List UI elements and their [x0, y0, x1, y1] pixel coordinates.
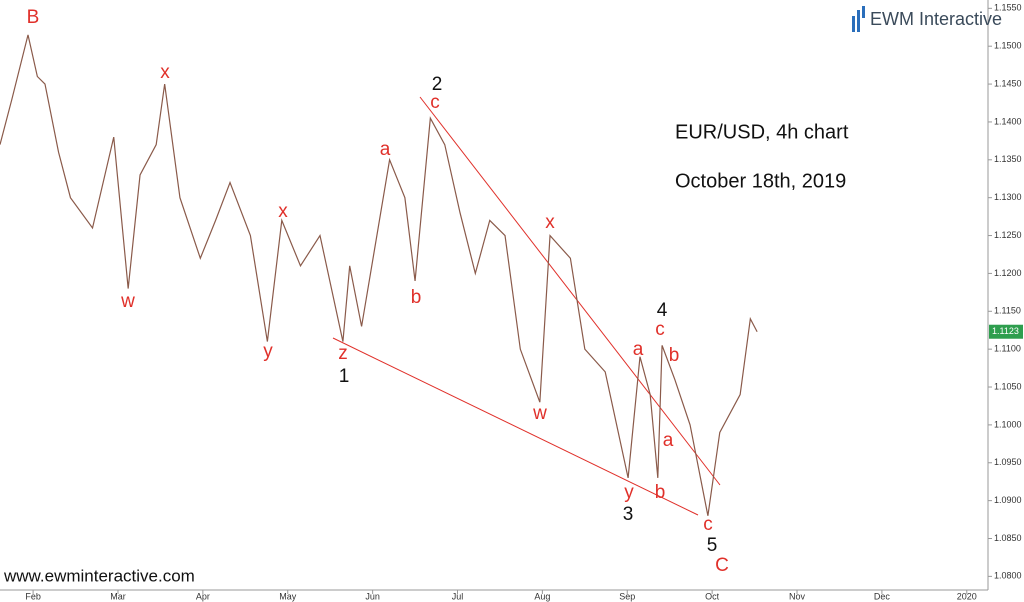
wave-label: z	[338, 343, 348, 364]
x-tick-label: 2020	[957, 591, 977, 601]
wave-label: a	[633, 339, 644, 360]
y-tick-label: 1.1100	[994, 344, 1021, 354]
price-line	[0, 34, 758, 516]
wave-label: x	[545, 212, 555, 233]
y-tick-label: 1.1200	[994, 268, 1022, 278]
y-tick-label: 1.1150	[994, 306, 1021, 316]
wave-label: a	[380, 139, 391, 160]
wave-label: w	[532, 403, 547, 424]
wave-label: 5	[707, 535, 718, 556]
y-tick-label: 1.0900	[994, 495, 1022, 505]
x-tick-label: Feb	[25, 591, 41, 601]
x-tick-label: Jul	[452, 591, 464, 601]
wave-label: C	[715, 555, 729, 576]
x-tick-label: Oct	[705, 591, 720, 601]
last-price-box	[989, 324, 1023, 339]
x-tick-label: Mar	[110, 591, 126, 601]
x-tick-label: May	[279, 591, 297, 601]
wave-label: a	[663, 430, 674, 451]
logo-bar	[857, 10, 860, 32]
brand: EWM Interactive	[870, 9, 1002, 29]
x-tick-label: Sep	[619, 591, 635, 601]
chart-subtitle: October 18th, 2019	[675, 170, 846, 192]
website: www.ewminteractive.com	[3, 566, 195, 585]
wave-label: b	[655, 482, 666, 503]
lower-trendline	[332, 337, 699, 516]
y-tick-label: 1.1350	[994, 154, 1022, 164]
wave-label: y	[624, 482, 634, 503]
wave-label: c	[430, 92, 440, 113]
y-tick-label: 1.1400	[994, 116, 1022, 126]
y-tick-label: 1.1050	[994, 381, 1022, 391]
x-tick-label: Nov	[789, 591, 806, 601]
y-tick-label: 1.0800	[994, 571, 1022, 581]
y-tick-label: 1.1000	[994, 419, 1022, 429]
wave-label: 4	[657, 300, 668, 321]
y-tick-label: 1.1250	[994, 230, 1022, 240]
last-price-label: 1.1123	[992, 326, 1019, 336]
wave-label: c	[703, 514, 713, 535]
wave-label: x	[160, 62, 170, 83]
wave-label: y	[263, 341, 273, 362]
logo	[852, 6, 865, 32]
y-tick-label: 1.1550	[994, 3, 1022, 13]
x-tick-label: Apr	[196, 591, 210, 601]
y-tick-label: 1.1450	[994, 78, 1022, 88]
x-tick-label: Dec	[874, 591, 891, 601]
wave-label: 3	[623, 504, 634, 525]
logo-bar	[862, 6, 865, 18]
y-tick-label: 1.0950	[994, 457, 1022, 467]
x-tick-label: Aug	[534, 591, 550, 601]
upper-trendline	[419, 96, 721, 486]
wave-label: c	[655, 319, 665, 340]
wave-label: B	[27, 7, 40, 28]
wave-label: w	[120, 291, 135, 312]
wave-label: b	[411, 287, 422, 308]
wave-label: 1	[339, 366, 350, 387]
logo-bar	[852, 16, 855, 32]
chart-title: EUR/USD, 4h chart	[675, 121, 849, 143]
x-tick-label: Jun	[365, 591, 380, 601]
y-tick-label: 1.1300	[994, 192, 1022, 202]
y-tick-label: 1.1500	[994, 41, 1022, 51]
wave-label: b	[669, 345, 680, 366]
wave-label: x	[278, 201, 288, 222]
y-tick-label: 1.0850	[994, 533, 1022, 543]
wave-label: 2	[432, 74, 443, 95]
